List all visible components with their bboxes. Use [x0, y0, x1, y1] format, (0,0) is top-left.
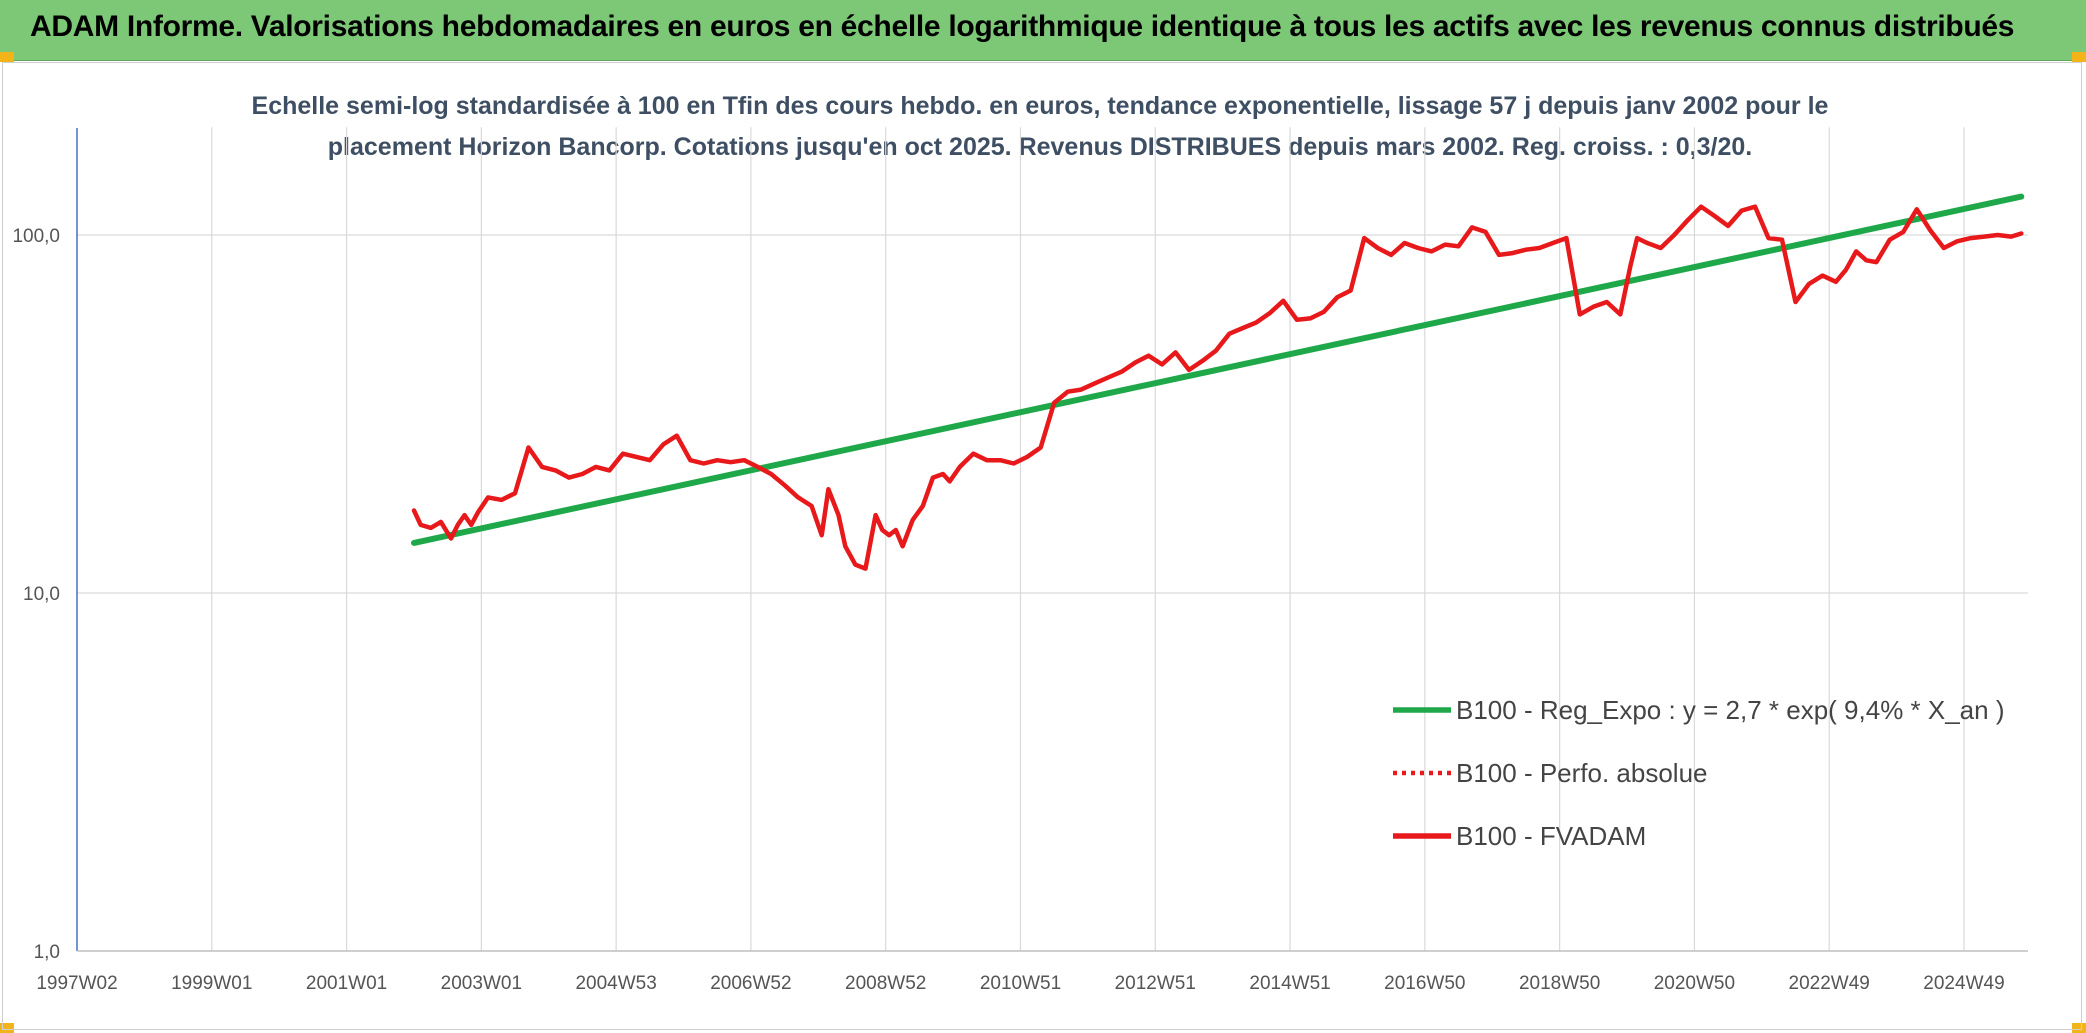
x-tick-label: 2022W49 [1789, 973, 1870, 994]
x-tick-label: 2012W51 [1115, 973, 1196, 994]
y-tick-label: 100,0 [12, 226, 60, 247]
x-tick-label: 1999W01 [171, 973, 252, 994]
y-tick-label: 1,0 [34, 942, 60, 963]
corner-marker [0, 1023, 14, 1033]
legend-label: B100 - Perfo. absolue [1456, 758, 1708, 788]
x-tick-label: 2004W53 [575, 973, 656, 994]
x-tick-label: 2010W51 [980, 973, 1061, 994]
vertical-gridlines [211, 127, 1965, 951]
x-tick-label: 2001W01 [306, 973, 387, 994]
price-line-series [411, 204, 2024, 571]
x-tick-labels: 1997W02 1999W01 2001W01 2003W01 2004W53 2006W… [36, 973, 2004, 994]
legend: B100 - Reg_Expo : y = 2,7 * exp( 9,4% * … [1393, 695, 2005, 851]
report-title: ADAM Informe. Valorisations hebdomadaire… [30, 10, 2015, 43]
x-tick-label: 2024W49 [1923, 973, 2004, 994]
trend-line-series [411, 193, 2025, 546]
corner-marker [2072, 52, 2086, 62]
legend-label: B100 - Reg_Expo : y = 2,7 * exp( 9,4% * … [1456, 695, 2005, 725]
series-lines [411, 193, 2025, 571]
x-tick-label: 1997W02 [36, 973, 117, 994]
chart-title-line-1: Echelle semi-log standardisée à 100 en T… [251, 92, 1829, 120]
corner-marker [0, 52, 14, 62]
legend-label: B100 - FVADAM [1456, 821, 1646, 851]
x-tick-label: 2016W50 [1384, 973, 1465, 994]
x-tick-label: 2003W01 [441, 973, 522, 994]
y-tick-label: 10,0 [23, 584, 60, 605]
header-bar: ADAM Informe. Valorisations hebdomadaire… [0, 0, 2086, 61]
corner-marker [2072, 1023, 2086, 1033]
x-tick-label: 2020W50 [1654, 973, 1735, 994]
chart-frame [2, 62, 2082, 1030]
horizontal-gridlines [77, 234, 2028, 594]
x-tick-label: 2014W51 [1249, 973, 1330, 994]
x-tick-label: 2006W52 [710, 973, 791, 994]
chart-title-line-2: placement Horizon Bancorp. Cotations jus… [327, 133, 1753, 161]
x-tick-label: 2008W52 [845, 973, 926, 994]
y-tick-labels: 1,0 10,0 100,0 [12, 226, 60, 963]
x-tick-label: 2018W50 [1519, 973, 1600, 994]
